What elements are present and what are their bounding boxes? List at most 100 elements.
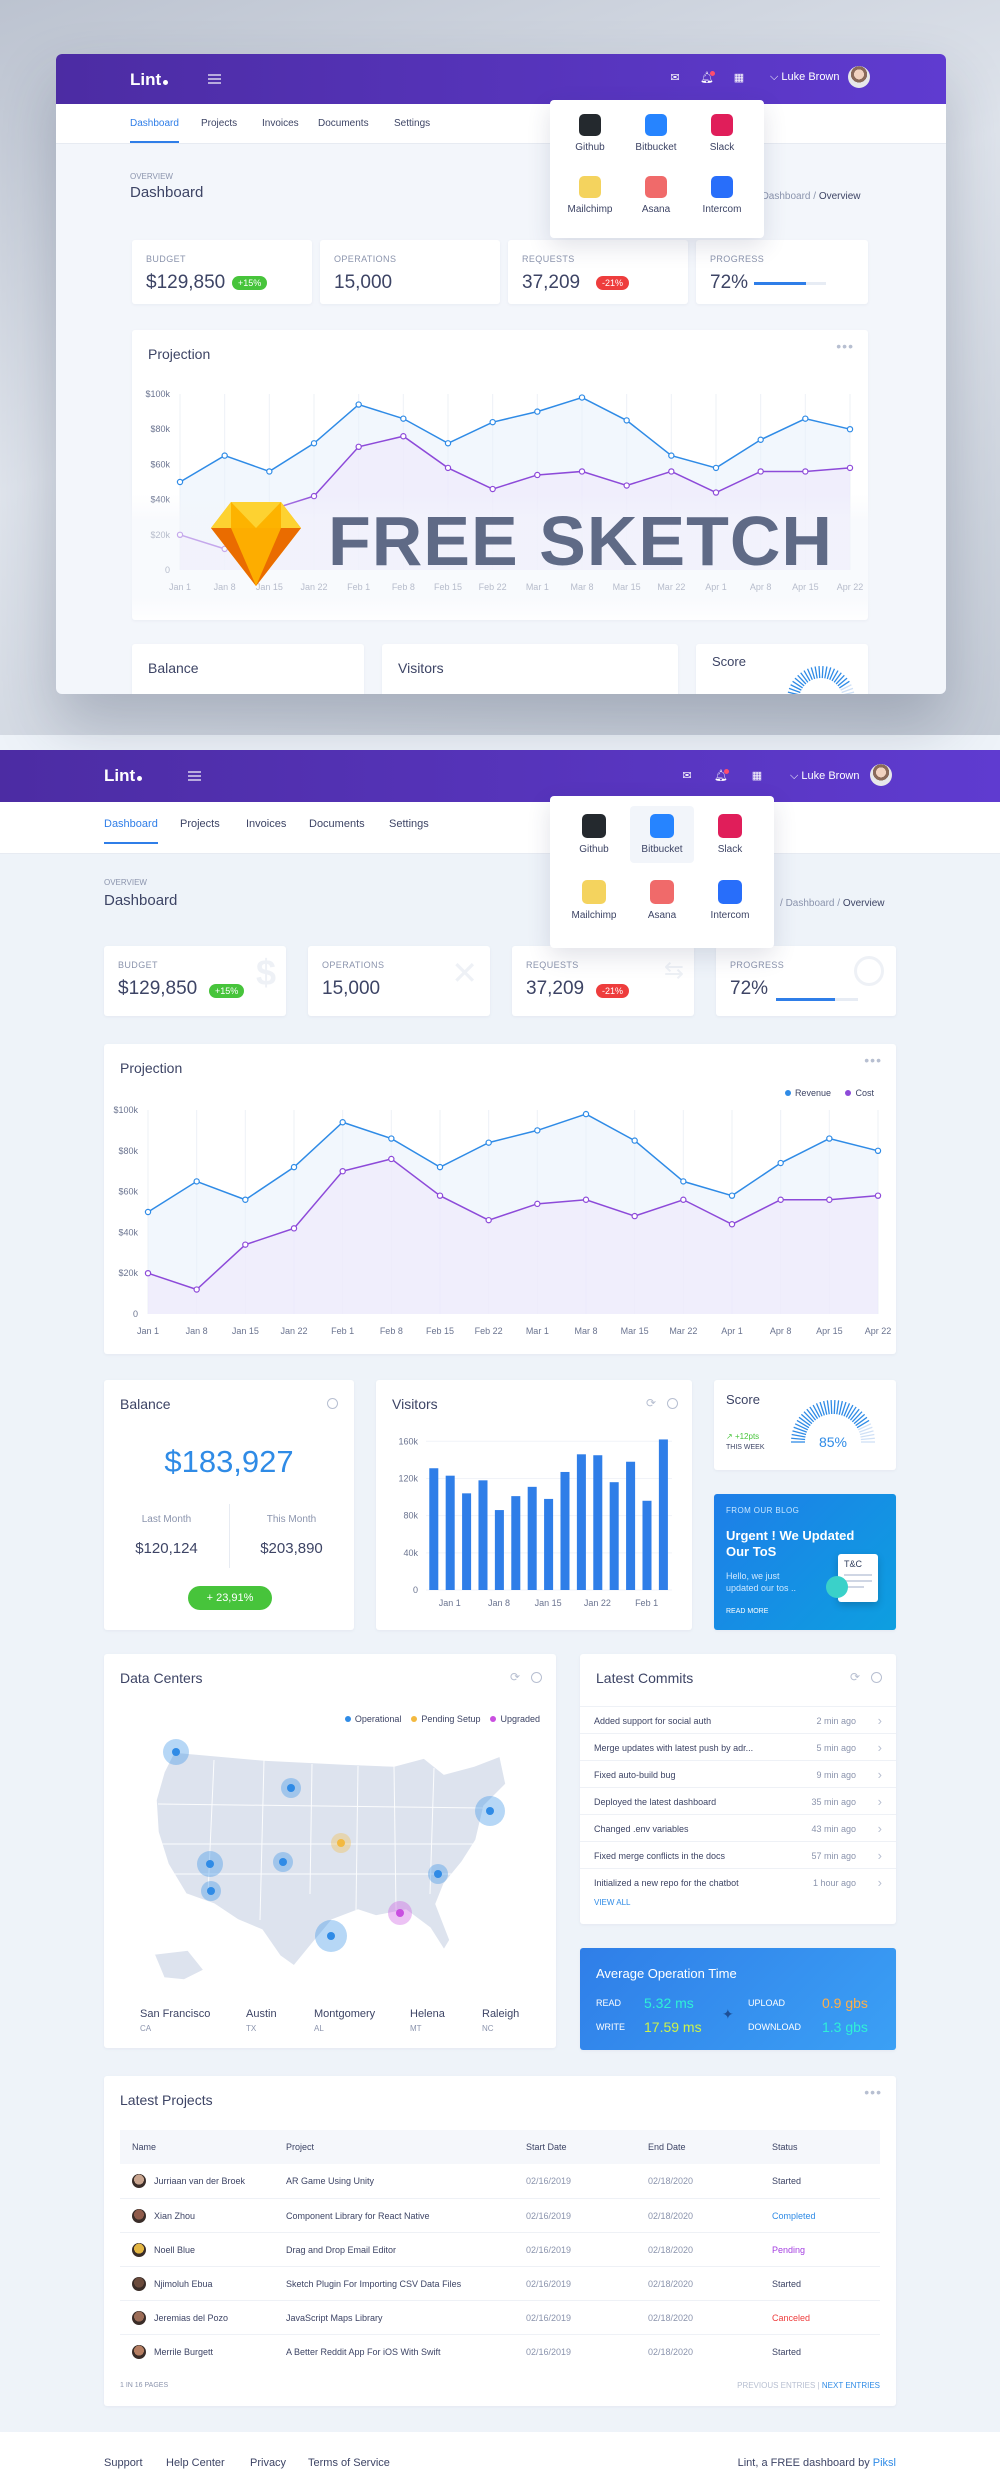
- status-badge: Started: [772, 2279, 802, 2289]
- piksl-link[interactable]: Piksl: [872, 2457, 896, 2469]
- previous-entries-button[interactable]: PREVIOUS ENTRIES: [737, 2381, 816, 2390]
- chevron-right-icon: ›: [877, 1740, 882, 1755]
- upload-value: 0.9 gbs: [822, 1995, 868, 2011]
- gauge-tick: [835, 674, 845, 685]
- table-row[interactable]: Merrile Burgett A Better Reddit App For i…: [120, 2334, 880, 2368]
- commit-row[interactable]: Fixed auto-build bug 9 min ago ›: [580, 1760, 896, 1787]
- column-name[interactable]: Name: [132, 2142, 157, 2152]
- avatar[interactable]: [870, 764, 892, 786]
- map-marker[interactable]: [434, 1870, 442, 1878]
- hero-score-card: Score: [696, 644, 868, 694]
- project-name: Component Library for React Native: [286, 2211, 430, 2221]
- app-asana[interactable]: Asana: [630, 880, 694, 921]
- data-point: [668, 468, 675, 475]
- data-point: [444, 464, 452, 472]
- more-options-icon[interactable]: •••: [864, 2084, 882, 2100]
- data-point: [144, 1208, 152, 1216]
- tab-documents[interactable]: Documents: [309, 818, 365, 830]
- footer-link-support[interactable]: Support: [104, 2457, 143, 2469]
- app-label: Asana: [647, 910, 677, 921]
- app-github[interactable]: Github: [558, 114, 622, 153]
- logo[interactable]: Lint: [104, 766, 143, 786]
- table-row[interactable]: Noell Blue Drag and Drop Email Editor 02/1…: [120, 2232, 880, 2266]
- info-icon[interactable]: [531, 1672, 542, 1683]
- city-state: NC: [482, 2024, 494, 2033]
- commit-row[interactable]: Deployed the latest dashboard 35 min ago ›: [580, 1787, 896, 1814]
- map-marker[interactable]: [486, 1807, 494, 1815]
- end-date: 02/18/2020: [648, 2347, 694, 2357]
- series-line-revenue: [179, 396, 851, 483]
- footer-link-privacy[interactable]: Privacy: [250, 2457, 287, 2469]
- kpi-operations-card: OPERATIONS 15,000 ✕: [308, 946, 490, 1016]
- gauge-tick: [829, 668, 836, 681]
- chevron-right-icon: ›: [877, 1848, 882, 1863]
- refresh-icon[interactable]: ⟳: [645, 1396, 656, 1410]
- x-tick-label: Jan 8: [488, 1598, 510, 1608]
- map-marker[interactable]: [287, 1784, 295, 1792]
- map-marker[interactable]: [207, 1887, 215, 1895]
- app-slack[interactable]: Slack: [698, 814, 762, 855]
- map-marker[interactable]: [396, 1909, 404, 1917]
- commit-row[interactable]: Initialized a new repo for the chatbot 1 …: [580, 1868, 896, 1895]
- gauge-tick: [806, 1408, 817, 1421]
- footer-link-help-center[interactable]: Help Center: [166, 2457, 225, 2469]
- menu-icon[interactable]: [188, 771, 201, 781]
- x-tick-label: Mar 8: [574, 1326, 597, 1336]
- info-icon[interactable]: [871, 1672, 882, 1683]
- data-point: [534, 408, 541, 415]
- apps-grid-icon[interactable]: ▦: [751, 770, 763, 782]
- breadcrumb-parent[interactable]: Dashboard: [785, 898, 835, 909]
- column-project[interactable]: Project: [286, 2142, 315, 2152]
- user-menu[interactable]: ⌵ Luke Brown: [790, 770, 860, 782]
- app-intercom[interactable]: Intercom: [698, 880, 762, 921]
- apps-menu: Github Bitbucket Slack Mailchimp Asana Interc…: [550, 796, 774, 948]
- info-icon[interactable]: [327, 1398, 338, 1409]
- gauge-tick: [838, 1400, 843, 1415]
- column-end-date[interactable]: End Date: [648, 2142, 686, 2152]
- tab-settings[interactable]: Settings: [389, 818, 429, 830]
- next-entries-button[interactable]: NEXT ENTRIES: [821, 2381, 880, 2390]
- view-all-link[interactable]: VIEW ALL: [594, 1898, 631, 1907]
- info-icon[interactable]: [667, 1398, 678, 1409]
- bar: [609, 1482, 619, 1590]
- table-row[interactable]: Jurriaan van der Broek AR Game Using Unit…: [120, 2164, 880, 2198]
- app-label: Github: [575, 142, 605, 153]
- mail-icon[interactable]: ✉: [682, 770, 692, 782]
- table-row[interactable]: Xian Zhou Component Library for React Nat…: [120, 2198, 880, 2232]
- footer-link-terms[interactable]: Terms of Service: [308, 2457, 390, 2469]
- app-github[interactable]: Github: [562, 814, 626, 855]
- app-mailchimp[interactable]: Mailchimp: [558, 176, 622, 215]
- read-more-link[interactable]: READ MORE: [726, 1608, 769, 1615]
- gauge-tick: [843, 1403, 851, 1417]
- commit-row[interactable]: Changed .env variables 43 min ago ›: [580, 1814, 896, 1841]
- table-row[interactable]: Njimoluh Ebua Sketch Plugin For Importing…: [120, 2266, 880, 2300]
- hero-topbar: Lint ✉ 🔔︎ ▦ ⌵ Luke Brown: [56, 54, 946, 104]
- gauge-tick: [843, 691, 855, 694]
- map-marker[interactable]: [337, 1839, 345, 1847]
- map-marker[interactable]: [327, 1932, 335, 1940]
- refresh-icon[interactable]: ⟳: [849, 1670, 860, 1684]
- more-options-icon[interactable]: •••: [864, 1052, 882, 1068]
- map-marker[interactable]: [279, 1858, 287, 1866]
- app-asana[interactable]: Asana: [624, 176, 688, 215]
- commit-row[interactable]: Fixed merge conflicts in the docs 57 min …: [580, 1841, 896, 1868]
- map-marker[interactable]: [172, 1748, 180, 1756]
- app-intercom[interactable]: Intercom: [690, 176, 754, 215]
- column-status[interactable]: Status: [772, 2142, 798, 2152]
- map-marker[interactable]: [206, 1860, 214, 1868]
- commit-row[interactable]: Merge updates with latest push by adr...…: [580, 1733, 896, 1760]
- table-row[interactable]: Jeremias del Pozo JavaScript Maps Library…: [120, 2300, 880, 2334]
- app-mailchimp[interactable]: Mailchimp: [562, 880, 626, 921]
- tab-dashboard[interactable]: Dashboard: [104, 818, 158, 844]
- column-start-date[interactable]: Start Date: [526, 2142, 567, 2152]
- tab-invoices[interactable]: Invoices: [246, 818, 287, 830]
- app-bitbucket[interactable]: Bitbucket: [630, 806, 694, 863]
- commit-row[interactable]: Added support for social auth 2 min ago ›: [580, 1706, 896, 1733]
- blog-card[interactable]: FROM OUR BLOG Urgent ! We Updated Our To…: [714, 1494, 896, 1630]
- app-bitbucket[interactable]: Bitbucket: [624, 114, 688, 153]
- data-point: [728, 1192, 736, 1199]
- y-tick-label: $80k: [118, 1146, 138, 1156]
- refresh-icon[interactable]: ⟳: [509, 1670, 520, 1684]
- tab-projects[interactable]: Projects: [180, 818, 220, 830]
- app-slack[interactable]: Slack: [690, 114, 754, 153]
